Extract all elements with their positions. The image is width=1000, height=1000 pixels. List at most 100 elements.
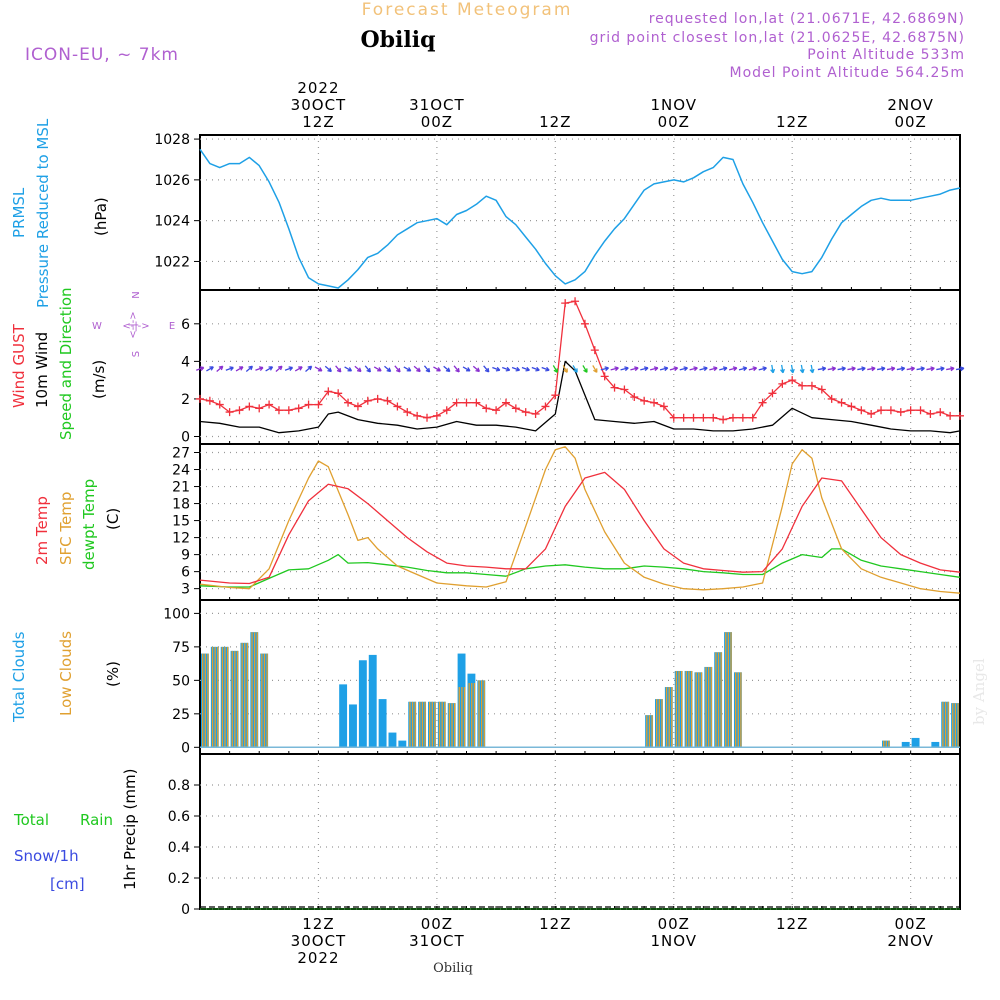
- low-cloud-bar: [651, 715, 653, 748]
- gust-marker: [383, 396, 392, 405]
- low-cloud-bar: [471, 683, 473, 748]
- wind-direction-arrow: [562, 365, 568, 373]
- y-tick-label: 3: [181, 582, 190, 598]
- requested-coords: requested lon,lat (21.0671E, 42.6869N): [649, 11, 965, 27]
- low-cloud-bar: [957, 703, 959, 748]
- low-cloud-bar: [688, 670, 690, 748]
- low-cloud-bar: [438, 701, 441, 748]
- low-cloud-bar: [661, 699, 663, 748]
- low-cloud-bar: [678, 670, 680, 748]
- y-tick-label: 100: [163, 606, 190, 622]
- footer-location: Obiliq: [433, 961, 473, 976]
- wind-direction-arrow: [600, 366, 609, 372]
- wind-label: 10m Wind: [33, 332, 51, 408]
- gust-marker: [403, 408, 412, 417]
- gust-marker: [590, 346, 599, 355]
- gust-marker: [531, 409, 540, 418]
- low-cloud-bar: [448, 703, 451, 748]
- wind-direction-arrow: [709, 366, 718, 372]
- gust-marker: [640, 396, 649, 405]
- gust-marker: [778, 379, 787, 388]
- grid-point-coords: grid point closest lon,lat (21.0625E, 42…: [590, 30, 965, 46]
- low-cloud-bar: [221, 646, 224, 748]
- wind-direction-arrow: [552, 365, 558, 373]
- y-tick-label: 0: [181, 902, 190, 918]
- gust-marker: [413, 411, 422, 420]
- low-cloud-bar: [720, 652, 722, 748]
- y-tick-label: 24: [172, 463, 190, 479]
- low-cloud-bar: [458, 687, 460, 748]
- low-cloud-bar: [244, 642, 246, 748]
- y-tick-label: 9: [181, 548, 190, 564]
- wind-direction-arrow: [324, 365, 332, 373]
- wind-direction-arrow: [521, 366, 530, 372]
- low-cloud-bar: [217, 646, 219, 748]
- wind-direction-arrow: [501, 366, 511, 372]
- gust-marker: [294, 404, 303, 413]
- wind-direction-arrow: [620, 366, 629, 372]
- low-cloud-bar: [414, 701, 416, 748]
- bottom-time-label: 31OCT: [409, 932, 465, 950]
- low-cloud-bar: [211, 646, 214, 748]
- wind-direction-arrow: [483, 365, 490, 373]
- gust-marker: [867, 409, 876, 418]
- total-cloud-bar: [378, 699, 387, 748]
- bottom-time-label: 00Z: [894, 915, 926, 933]
- low-cloud-bar: [690, 670, 693, 748]
- wind-direction-arrow: [443, 365, 451, 373]
- low-cloud-bar: [952, 703, 954, 748]
- top-time-label: 00Z: [894, 113, 926, 131]
- y-axes: 1022102410261028024636912151821242702550…: [154, 132, 200, 918]
- wind-direction-arrow: [867, 366, 876, 372]
- low-cloud-bar: [695, 672, 697, 748]
- low-cloud-bar: [263, 653, 266, 748]
- wind-direction-arrow: [255, 366, 264, 371]
- wind-direction-arrow: [305, 365, 313, 372]
- gust-marker: [768, 389, 777, 398]
- gust-marker: [709, 413, 718, 422]
- y-tick-label: 0: [181, 740, 190, 756]
- gust-marker: [432, 411, 441, 420]
- y-tick-label: 0: [181, 429, 190, 445]
- gust-marker: [501, 398, 510, 407]
- gust-marker: [847, 402, 856, 411]
- top-time-label: 1NOV: [650, 96, 697, 114]
- bottom-time-label: 30OCT: [291, 932, 347, 950]
- wind-direction-arrow: [572, 365, 578, 373]
- gust-marker: [274, 406, 283, 415]
- gust-marker: [719, 415, 728, 424]
- pressure-line: [199, 148, 961, 289]
- cloud-series: [200, 632, 960, 749]
- bottom-time-label: 00Z: [658, 915, 690, 933]
- low-cloud-bar: [658, 699, 660, 748]
- model-label: ICON-EU, ~ 7km: [25, 45, 179, 65]
- wind-direction-arrow: [699, 366, 708, 372]
- wind-direction-arrow: [384, 365, 392, 373]
- low-cloud-bar: [201, 653, 204, 748]
- gust-marker: [442, 406, 451, 415]
- low-cloud-bar: [261, 653, 263, 748]
- temp-panel-labels: 2m Temp SFC Temp dewpt Temp (C): [33, 479, 122, 570]
- y-tick-label: 25: [172, 707, 190, 723]
- low-cloud-bar: [444, 701, 446, 748]
- cloud-unit: (%): [104, 661, 122, 687]
- low-cloud-bar: [241, 642, 243, 748]
- low-cloud-bar: [411, 701, 414, 748]
- gust-marker: [798, 381, 807, 390]
- point-altitude: Point Altitude 533m: [807, 47, 965, 63]
- gust-marker: [610, 383, 619, 392]
- low-cloud-bar: [668, 687, 670, 748]
- wind-direction-arrow: [955, 366, 965, 372]
- low-cloud-bar: [698, 672, 700, 748]
- gust-marker: [482, 404, 491, 413]
- gust-marker: [472, 398, 481, 407]
- gust-marker: [827, 394, 836, 403]
- gust-marker: [650, 398, 659, 407]
- wind-direction-arrow: [926, 366, 935, 372]
- wind-series: [196, 297, 965, 434]
- wind-direction-arrow: [265, 366, 274, 372]
- y-tick-label: 1024: [154, 214, 190, 230]
- wind-direction-arrow: [335, 365, 342, 373]
- low-cloud-bar: [266, 653, 268, 748]
- gust-marker: [225, 408, 234, 417]
